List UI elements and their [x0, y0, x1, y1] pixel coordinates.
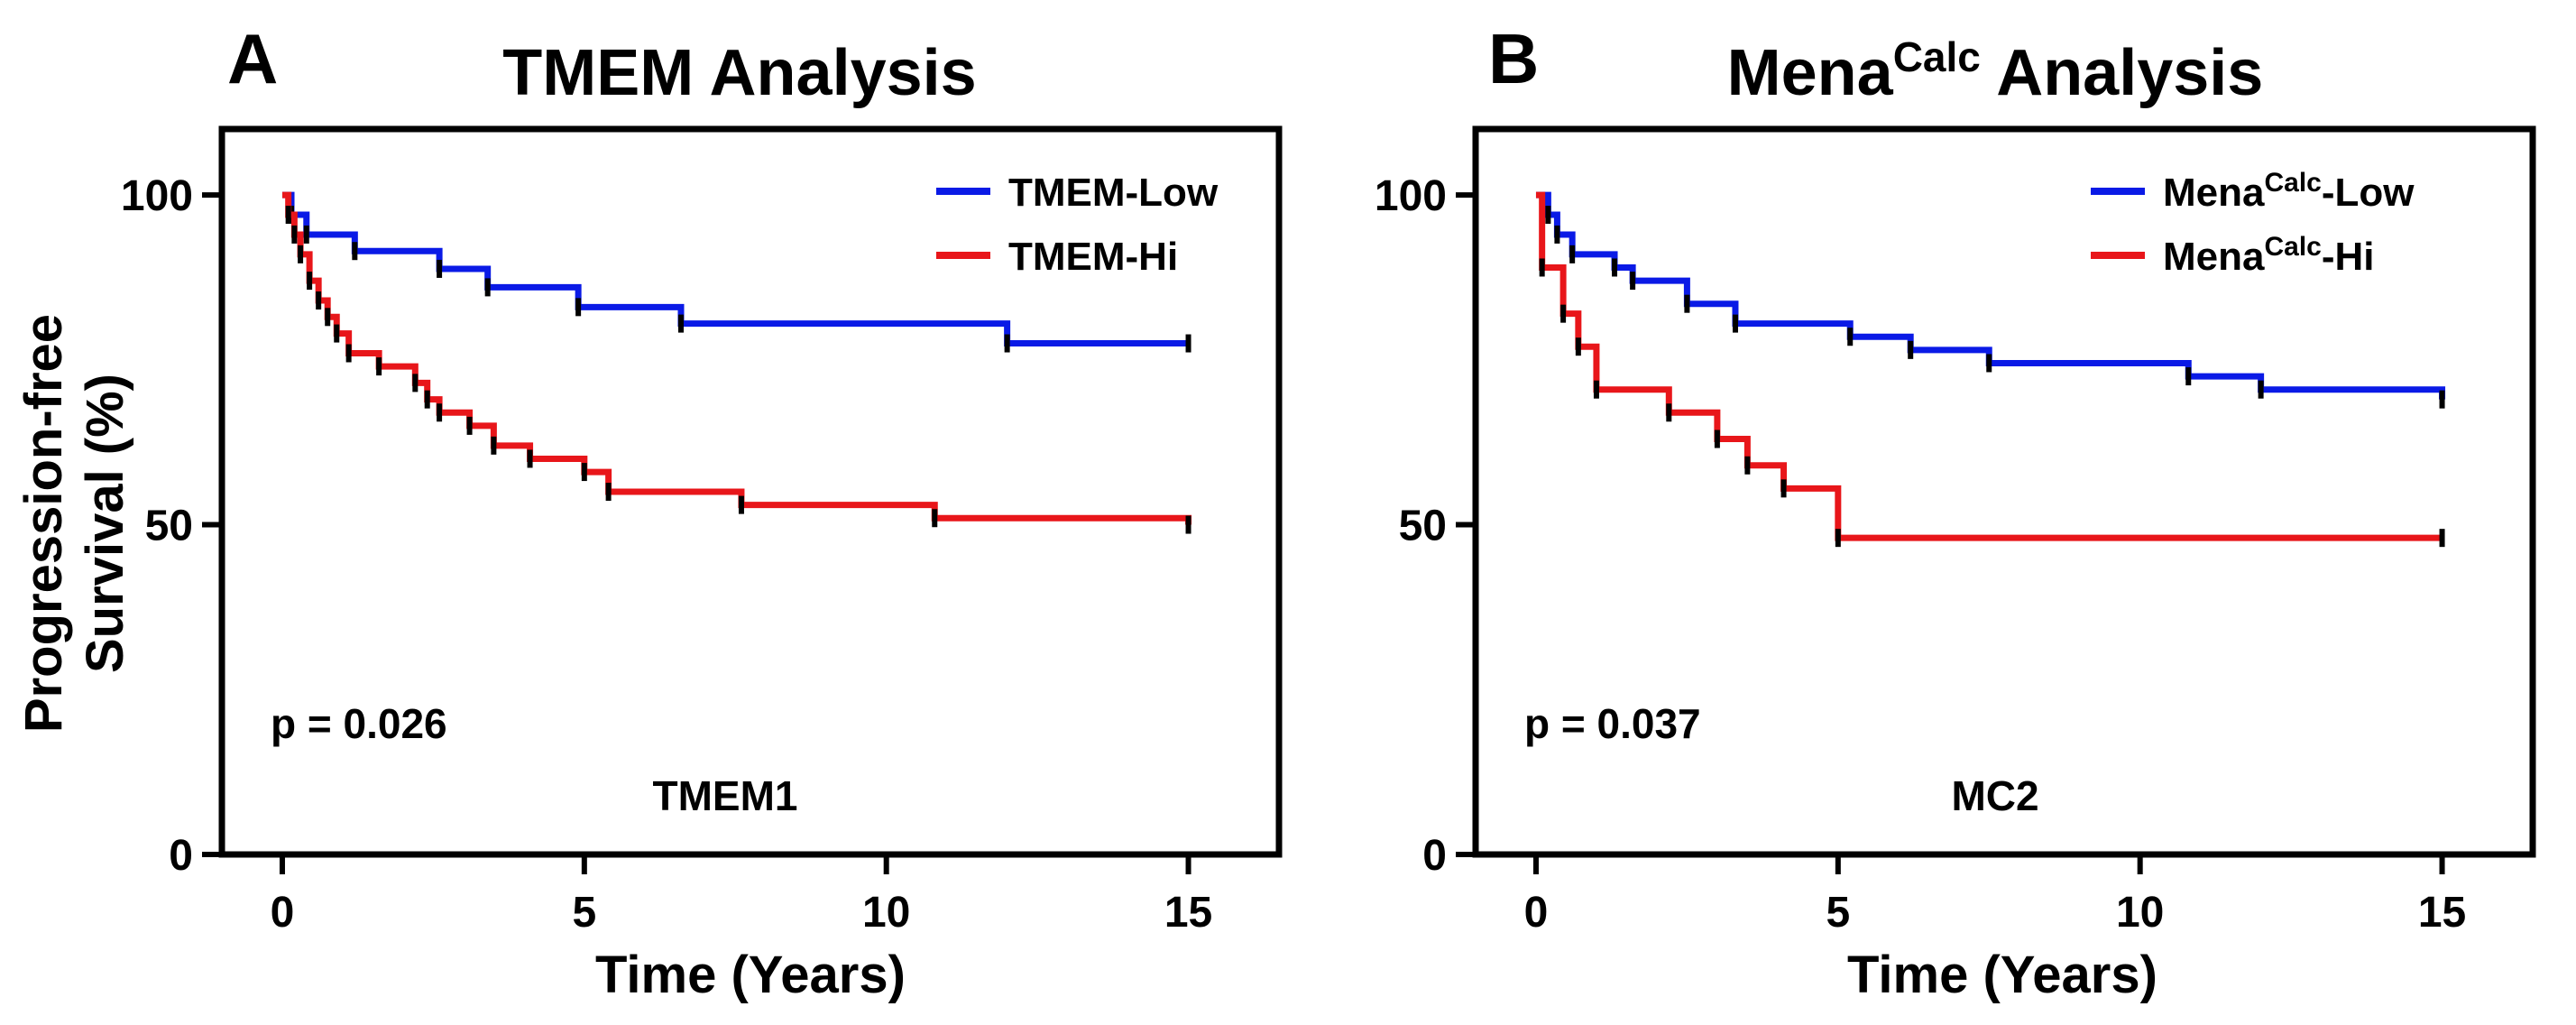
panel-b-title: MenaCalc Analysis [1727, 33, 2264, 109]
panel-a-tmem-low-curve [281, 191, 1189, 347]
panel-b-p-value: p = 0.037 [1524, 700, 1701, 747]
panel-b-cohort-label: MC2 [1951, 772, 2038, 819]
panel-a-title-base: TMEM Analysis [502, 37, 976, 109]
panel-a-y-tick-label: 0 [169, 832, 193, 880]
panel-b-x-tick-label: 15 [2418, 889, 2466, 937]
panel-letter-a: A [227, 19, 278, 98]
panel-b-y-tick-label: 50 [1399, 503, 1447, 550]
panel-b-plot-frame [1472, 125, 2536, 858]
panel-b-title-sup: Calc [1893, 33, 1981, 80]
legend-label-tmem-low: TMEM-Low [1008, 171, 1219, 215]
panel-b-legend: MenaCalc-Low MenaCalc-Hi [2091, 168, 2415, 280]
panel-a-y-tick-label: 50 [145, 503, 193, 550]
panel-b-x-tick-label: 10 [2116, 889, 2164, 937]
y-axis-label-line1: Progression-free [14, 314, 73, 733]
panel-a-cohort-label: TMEM1 [653, 772, 798, 819]
legend-label-tmem-hi: TMEM-Hi [1008, 235, 1178, 279]
panel-b-y-tick-label: 100 [1375, 172, 1447, 220]
panel-a-title: TMEM Analysis [502, 37, 976, 109]
panel-a-ticks: 0 5 10 15 0 50 100 [121, 172, 1212, 937]
panel-a-x-axis-label: Time (Years) [595, 946, 906, 1004]
panel-a-x-tick-label: 0 [271, 889, 295, 937]
panel-a-plot-frame [218, 125, 1283, 858]
panel-a-p-value: p = 0.026 [271, 700, 447, 747]
panel-b-x-tick-label: 0 [1524, 889, 1549, 937]
panel-b-x-axis-label: Time (Years) [1847, 946, 2157, 1004]
panel-b: B MenaCalc Analysis 0 5 10 15 0 50 100 MenaCal… [1375, 19, 2536, 1004]
panel-b-title-base: Mena [1727, 37, 1894, 109]
panel-b-curves [1535, 191, 2446, 548]
panel-a-x-tick-label: 10 [862, 889, 910, 937]
panel-letter-b: B [1488, 19, 1539, 98]
panel-a-legend: TMEM-Low TMEM-Hi [936, 171, 1219, 279]
panel-b-x-tick-label: 5 [1826, 889, 1850, 937]
panel-a-x-tick-label: 15 [1164, 889, 1212, 937]
panel-b-title-tail: Analysis [1981, 37, 2264, 109]
panel-a: A TMEM Analysis 0 5 10 15 0 50 100 TMEM-Low TM… [121, 19, 1283, 1004]
panel-b-ticks: 0 5 10 15 0 50 100 [1375, 172, 2466, 937]
panel-b-y-tick-label: 0 [1422, 832, 1447, 880]
y-axis-label-line2: Survival (%) [76, 374, 134, 673]
legend-label-menacalc-hi: MenaCalc-Hi [2163, 232, 2375, 280]
legend-label-menacalc-low: MenaCalc-Low [2163, 168, 2415, 216]
panel-a-curves [281, 191, 1192, 534]
panel-a-y-tick-label: 100 [121, 172, 193, 220]
panel-a-x-tick-label: 5 [572, 889, 596, 937]
